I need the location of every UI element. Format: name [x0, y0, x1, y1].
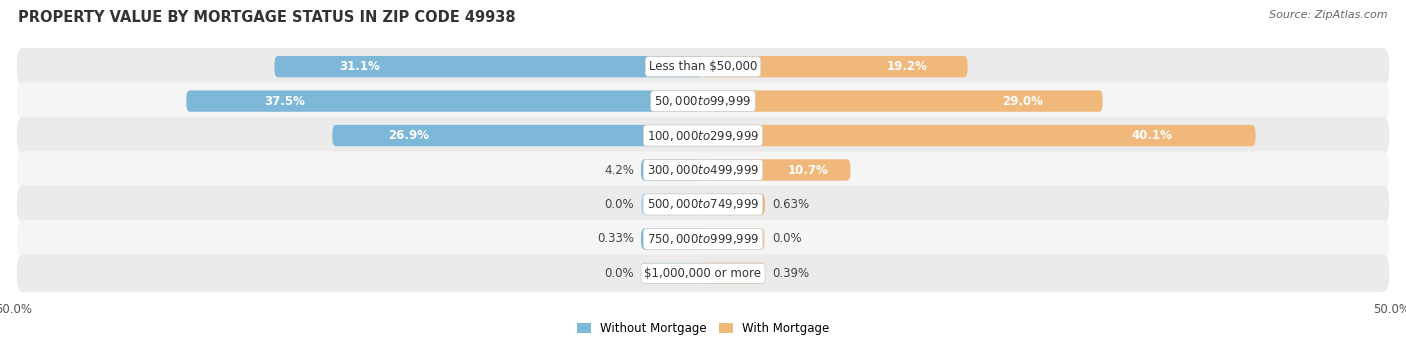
- FancyBboxPatch shape: [17, 220, 1389, 258]
- Text: 0.0%: 0.0%: [605, 198, 634, 211]
- FancyBboxPatch shape: [703, 159, 851, 181]
- FancyBboxPatch shape: [703, 263, 765, 284]
- FancyBboxPatch shape: [703, 194, 765, 215]
- Text: $500,000 to $749,999: $500,000 to $749,999: [647, 198, 759, 211]
- Legend: Without Mortgage, With Mortgage: Without Mortgage, With Mortgage: [572, 317, 834, 340]
- FancyBboxPatch shape: [641, 159, 703, 181]
- Text: 4.2%: 4.2%: [605, 164, 634, 176]
- FancyBboxPatch shape: [17, 186, 1389, 223]
- Text: 0.0%: 0.0%: [605, 267, 634, 280]
- Text: 0.63%: 0.63%: [772, 198, 808, 211]
- Text: 26.9%: 26.9%: [388, 129, 429, 142]
- Text: 10.7%: 10.7%: [787, 164, 828, 176]
- Text: Source: ZipAtlas.com: Source: ZipAtlas.com: [1270, 10, 1388, 20]
- Text: 31.1%: 31.1%: [339, 60, 380, 73]
- FancyBboxPatch shape: [186, 90, 703, 112]
- FancyBboxPatch shape: [703, 90, 1102, 112]
- FancyBboxPatch shape: [332, 125, 703, 146]
- Text: 19.2%: 19.2%: [887, 60, 928, 73]
- FancyBboxPatch shape: [17, 48, 1389, 85]
- FancyBboxPatch shape: [17, 82, 1389, 120]
- Text: $50,000 to $99,999: $50,000 to $99,999: [654, 94, 752, 108]
- FancyBboxPatch shape: [703, 228, 765, 250]
- FancyBboxPatch shape: [641, 263, 703, 284]
- FancyBboxPatch shape: [703, 125, 1256, 146]
- FancyBboxPatch shape: [274, 56, 703, 77]
- FancyBboxPatch shape: [17, 117, 1389, 154]
- Text: 37.5%: 37.5%: [264, 95, 305, 107]
- Text: 0.0%: 0.0%: [772, 233, 801, 245]
- Text: $750,000 to $999,999: $750,000 to $999,999: [647, 232, 759, 246]
- FancyBboxPatch shape: [17, 255, 1389, 292]
- Text: 29.0%: 29.0%: [1001, 95, 1043, 107]
- FancyBboxPatch shape: [703, 56, 967, 77]
- FancyBboxPatch shape: [641, 228, 703, 250]
- FancyBboxPatch shape: [641, 194, 703, 215]
- Text: $300,000 to $499,999: $300,000 to $499,999: [647, 163, 759, 177]
- Text: 0.39%: 0.39%: [772, 267, 808, 280]
- Text: Less than $50,000: Less than $50,000: [648, 60, 758, 73]
- Text: $100,000 to $299,999: $100,000 to $299,999: [647, 129, 759, 142]
- FancyBboxPatch shape: [17, 151, 1389, 189]
- Text: PROPERTY VALUE BY MORTGAGE STATUS IN ZIP CODE 49938: PROPERTY VALUE BY MORTGAGE STATUS IN ZIP…: [18, 10, 516, 25]
- Text: 40.1%: 40.1%: [1132, 129, 1173, 142]
- Text: $1,000,000 or more: $1,000,000 or more: [644, 267, 762, 280]
- Text: 0.33%: 0.33%: [598, 233, 634, 245]
